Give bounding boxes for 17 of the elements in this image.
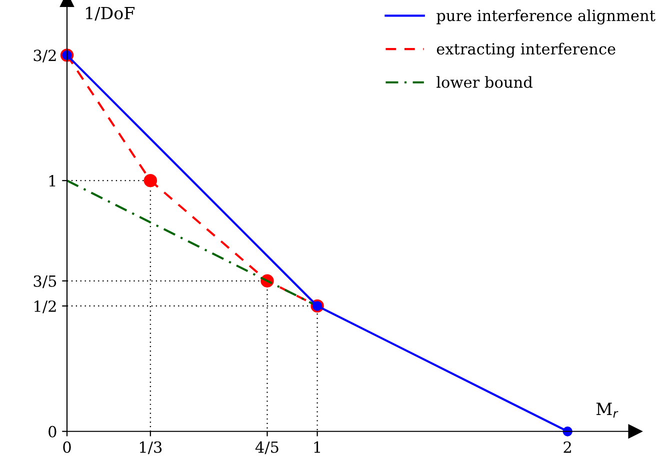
x-tick-label: 4/5 — [255, 441, 278, 454]
point — [562, 426, 572, 436]
x-tick-label: 1 — [314, 441, 320, 453]
y-tick-label: 1/2 — [34, 300, 56, 314]
x-tick-label: 2 — [564, 441, 571, 453]
y-tick-label: 3/5 — [34, 275, 56, 288]
x-axis-title: M$_{r}$ — [596, 402, 618, 418]
legend-label: pure interference alignment — [436, 9, 656, 24]
y-axis-title: 1/DoF — [86, 6, 135, 21]
y-tick-label: 3/2 — [34, 50, 56, 62]
x-tick-label: 1/3 — [140, 441, 162, 454]
x-tick-label: 0 — [63, 441, 71, 453]
y-tick-label: 0 — [48, 426, 56, 438]
legend-label: extracting interference — [436, 42, 616, 58]
y-tick-label: 1 — [49, 175, 56, 186]
legend-label: lower bound — [436, 76, 532, 88]
point — [144, 174, 158, 188]
